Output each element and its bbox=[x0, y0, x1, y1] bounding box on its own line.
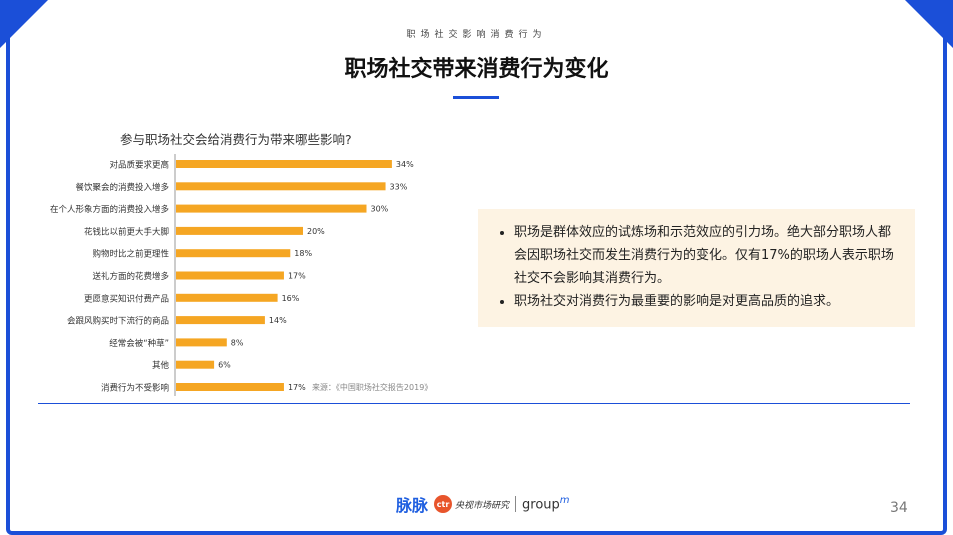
category-label: 在个人形象方面的消费投入增多 bbox=[50, 204, 170, 215]
value-label: 17% bbox=[288, 272, 306, 281]
category-label: 更愿意买知识付费产品 bbox=[84, 293, 169, 304]
bar bbox=[176, 271, 284, 280]
bar bbox=[176, 360, 215, 369]
value-label: 6% bbox=[218, 361, 231, 370]
slide-title: 职场社交带来消费行为变化 bbox=[344, 57, 609, 82]
bar bbox=[176, 316, 265, 325]
chart-source: 来源：《中国职场社交报告2019》 bbox=[312, 382, 432, 392]
partner-logos: 脉脉 ctr 央视市场研究 groupm bbox=[396, 491, 570, 517]
logo-separator bbox=[515, 496, 517, 512]
title-underline bbox=[453, 96, 499, 99]
groupm-logo-text: group bbox=[522, 497, 560, 513]
summary-note: 职场是群体效应的试炼场和示范效应的引力场。绝大部分职场人都会因职场社交而发生消费… bbox=[478, 209, 915, 327]
category-label: 会跟风购买时下流行的商品 bbox=[67, 316, 169, 327]
value-label: 18% bbox=[294, 249, 312, 258]
value-label: 14% bbox=[269, 316, 287, 325]
bar bbox=[176, 182, 386, 191]
ctr-logo-mark: ctr bbox=[434, 495, 453, 513]
page-number: 34 bbox=[890, 500, 908, 516]
note-bullet: 职场是群体效应的试炼场和示范效应的引力场。绝大部分职场人都会因职场社交而发生消费… bbox=[514, 221, 903, 290]
category-label: 其他 bbox=[152, 360, 170, 371]
category-label: 购物时比之前更理性 bbox=[92, 249, 169, 260]
groupm-logo: groupm bbox=[522, 495, 570, 512]
footer-divider bbox=[38, 403, 910, 404]
bar bbox=[176, 249, 291, 258]
maimai-logo: 脉脉 bbox=[396, 496, 429, 515]
category-label: 经常会被“种草” bbox=[109, 338, 169, 349]
value-label: 8% bbox=[231, 338, 244, 347]
value-label: 30% bbox=[371, 205, 389, 214]
bar bbox=[176, 226, 303, 235]
category-label: 送礼方面的花费增多 bbox=[92, 271, 169, 282]
value-label: 16% bbox=[282, 294, 300, 303]
value-label: 33% bbox=[390, 182, 408, 191]
groupm-logo-m: m bbox=[559, 495, 570, 507]
category-label: 餐饮聚会的消费投入增多 bbox=[75, 182, 169, 193]
bar bbox=[176, 160, 392, 168]
note-bullet: 职场社交对消费行为最重要的影响是对更高品质的追求。 bbox=[514, 290, 903, 313]
bar bbox=[176, 204, 367, 213]
value-label: 17% bbox=[288, 383, 306, 392]
ctr-logo: ctr 央视市场研究 bbox=[434, 495, 509, 513]
category-label: 花钱比以前更大手大脚 bbox=[84, 226, 169, 237]
bar bbox=[176, 383, 284, 391]
bar bbox=[176, 293, 278, 302]
category-label: 消费行为不受影响 bbox=[101, 383, 169, 394]
slide-frame bbox=[6, 0, 947, 535]
value-label: 34% bbox=[396, 160, 414, 169]
slide-overline: 职场社交影响消费行为 bbox=[406, 30, 547, 40]
bar bbox=[176, 338, 227, 347]
ctr-logo-text: 央视市场研究 bbox=[455, 500, 510, 511]
chart-title: 参与职场社交会给消费行为带来哪些影响? bbox=[120, 132, 352, 147]
category-label: 对品质要求更高 bbox=[109, 160, 169, 171]
value-label: 20% bbox=[307, 227, 325, 236]
